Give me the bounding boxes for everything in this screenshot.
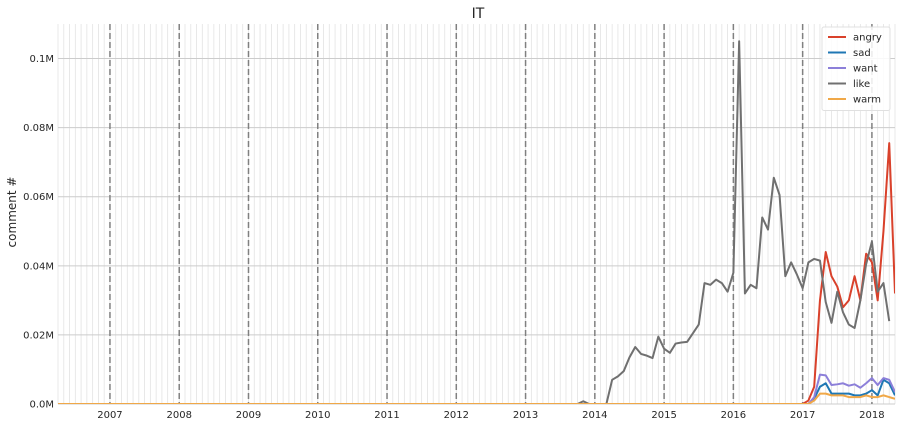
- y-axis: 0.0M 0.02M 0.04M 0.06M 0.08M 0.1M: [23, 54, 54, 410]
- y-tick-label: 0.1M: [29, 54, 54, 65]
- legend-label-warm: warm: [853, 95, 881, 106]
- legend-label-want: want: [853, 64, 878, 75]
- plot-area: [57, 24, 896, 405]
- x-tick-label: 2015: [651, 410, 676, 421]
- x-tick-label: 2011: [374, 410, 399, 421]
- series-line-want: [58, 373, 895, 404]
- y-tick-label: 0.02M: [23, 330, 54, 341]
- x-tick-label: 2013: [513, 410, 538, 421]
- plot-background: [58, 24, 895, 404]
- legend-label-sad: sad: [853, 48, 871, 59]
- y-axis-label: comment #: [5, 177, 19, 248]
- y-tick-label: 0.0M: [29, 400, 54, 411]
- x-tick-label: 2016: [721, 410, 746, 421]
- y-tick-label: 0.04M: [23, 261, 54, 272]
- x-axis: 2007 2008 2009 2010 2011 2012 2013 2014 2015 2016…: [97, 410, 884, 421]
- legend-label-like: like: [853, 79, 870, 90]
- y-tick-label: 0.08M: [23, 123, 54, 134]
- x-tick-label: 2017: [790, 410, 815, 421]
- x-tick-label: 2007: [97, 410, 122, 421]
- x-tick-label: 2014: [582, 410, 607, 421]
- series-line-sad: [58, 378, 895, 404]
- legend-label-angry: angry: [853, 33, 882, 44]
- y-tick-label: 0.06M: [23, 192, 54, 203]
- series-lines: [58, 40, 895, 404]
- series-line-warm: [58, 392, 895, 404]
- x-tick-label: 2012: [444, 410, 469, 421]
- chart-title: IT: [472, 6, 485, 22]
- legend-box: [821, 26, 891, 111]
- x-tick-label: 2008: [166, 410, 191, 421]
- x-tick-label: 2010: [305, 410, 330, 421]
- series-line-like: [58, 40, 891, 404]
- legend: angry sad want like warm: [821, 26, 891, 111]
- x-tick-label: 2009: [236, 410, 261, 421]
- x-tick-label: 2018: [859, 410, 884, 421]
